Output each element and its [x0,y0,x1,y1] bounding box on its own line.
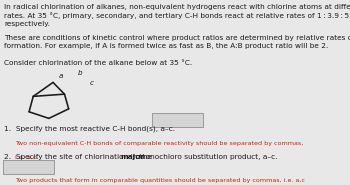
Text: b: b [78,70,82,76]
Text: These are conditions of kinetic control where product ratios are determined by r: These are conditions of kinetic control … [4,35,350,49]
Text: 1.  Specify the most reactive C-H bond(s), a–c.: 1. Specify the most reactive C-H bond(s)… [4,126,175,132]
FancyBboxPatch shape [152,113,203,127]
Text: Two products that form in comparable quantities should be separated by commas, i: Two products that form in comparable qua… [15,178,305,183]
Text: c: c [90,80,94,86]
Text: i.e. a,c.: i.e. a,c. [15,154,38,159]
FancyBboxPatch shape [4,160,54,174]
Text: major: major [120,154,145,160]
Text: In radical chlorination of alkanes, non-equivalent hydrogens react with chlorine: In radical chlorination of alkanes, non-… [4,4,350,27]
Text: Consider chlorination of the alkane below at 35 °C.: Consider chlorination of the alkane belo… [4,60,192,66]
Text: a: a [58,73,63,79]
Text: 2.  Specify the site of chlorination in the: 2. Specify the site of chlorination in t… [4,154,154,160]
Text: Two non-equivalent C-H bonds of comparable reactivity should be separated by com: Two non-equivalent C-H bonds of comparab… [15,141,303,146]
Text: monochloro substitution product, a–c.: monochloro substitution product, a–c. [136,154,278,160]
